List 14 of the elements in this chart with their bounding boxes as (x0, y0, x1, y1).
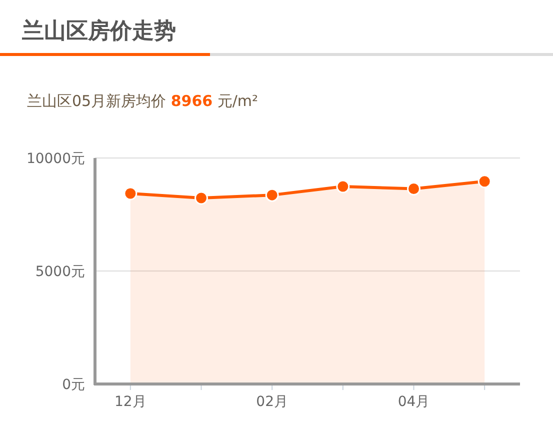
x-tick-label: 02月 (256, 394, 288, 410)
x-tick-label: 12月 (114, 394, 146, 410)
y-tick-label: 0元 (62, 376, 85, 393)
chart-title: 兰山区房价走势 (21, 18, 176, 44)
chart-subtitle: 兰山区05月新房均价 8966 元/m² (27, 92, 258, 110)
point (336, 180, 350, 194)
point (124, 186, 138, 200)
y-tick-label: 5000元 (35, 264, 85, 280)
point (407, 182, 420, 196)
point (478, 174, 492, 188)
point (194, 191, 208, 205)
point (265, 188, 279, 202)
x-tick-label: 04月 (398, 394, 430, 410)
y-tick-label: 10000元 (26, 150, 85, 167)
